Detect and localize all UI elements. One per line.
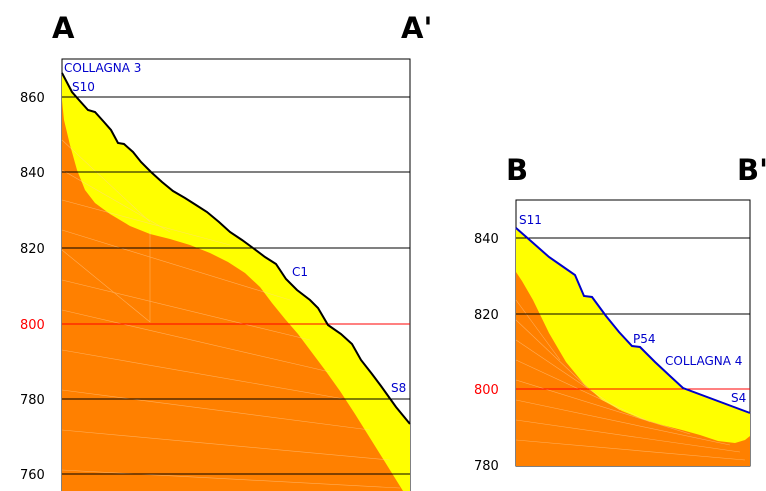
section-a-start-label: A xyxy=(52,11,75,45)
section-b-ytick-780: 780 xyxy=(474,459,499,474)
section-b-striations xyxy=(515,299,746,461)
section-b-landslide-body xyxy=(516,228,750,443)
section-a-point-label: S10 xyxy=(72,80,95,94)
section-a-end-label: A' xyxy=(401,11,432,45)
section-b-point-label: S11 xyxy=(519,213,542,227)
section-a-profile-line xyxy=(61,72,411,425)
section-b-gridlines xyxy=(516,237,750,390)
section-b-start-label: B xyxy=(506,153,528,187)
section-b-point-label: COLLAGNA 4 xyxy=(665,354,742,368)
section-b-ytick-820: 820 xyxy=(474,308,499,323)
section-b: B B' 840 820 800 780 xyxy=(474,153,766,474)
section-a-point-label: C1 xyxy=(292,265,308,279)
section-a-striations xyxy=(61,139,401,489)
section-b-ytick-800: 800 xyxy=(474,383,499,398)
section-b-point-label: S4 xyxy=(731,391,746,405)
section-b-point-label: P54 xyxy=(633,332,656,346)
section-a-ytick-860: 860 xyxy=(20,91,45,106)
section-a-point-label: S8 xyxy=(391,381,406,395)
section-a-ytick-760: 760 xyxy=(20,468,45,483)
section-a-ytick-820: 820 xyxy=(20,242,45,257)
section-a-landslide-body xyxy=(62,73,410,491)
section-b-end-label: B' xyxy=(737,153,766,187)
section-a-ytick-800: 800 xyxy=(20,318,45,333)
section-b-profile-line xyxy=(515,227,751,414)
section-a-ytick-840: 840 xyxy=(20,166,45,181)
section-a-gridlines xyxy=(62,96,410,475)
section-a-point-label: COLLAGNA 3 xyxy=(64,61,141,75)
section-b-ytick-840: 840 xyxy=(474,232,499,247)
section-a-ytick-780: 780 xyxy=(20,393,45,408)
section-a: A A' xyxy=(20,11,432,491)
